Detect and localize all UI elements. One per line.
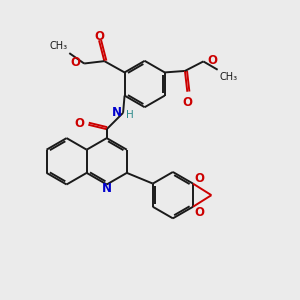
Text: H: H <box>126 110 134 120</box>
Text: O: O <box>195 172 205 185</box>
Text: O: O <box>182 96 192 109</box>
Text: O: O <box>207 54 217 67</box>
Text: O: O <box>70 56 81 69</box>
Text: N: N <box>112 106 122 119</box>
Text: O: O <box>195 206 205 219</box>
Text: O: O <box>94 30 104 43</box>
Text: CH₃: CH₃ <box>50 41 68 51</box>
Text: O: O <box>74 117 84 130</box>
Text: CH₃: CH₃ <box>219 71 237 82</box>
Text: N: N <box>102 182 112 194</box>
